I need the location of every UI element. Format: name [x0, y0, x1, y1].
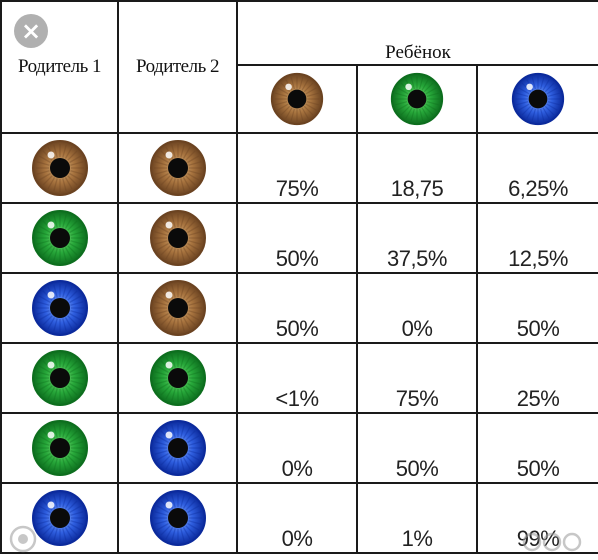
close-icon: × [20, 17, 42, 45]
table-row: 50% 0% 50% [0, 272, 598, 344]
parent-2-eye-cell [117, 272, 238, 344]
blue-eye-icon [510, 71, 566, 127]
watermark-icon-left [9, 525, 37, 553]
blue-eye-icon [30, 278, 90, 338]
header-parent-2: Родитель 2 [117, 0, 238, 134]
parent-1-eye-cell [0, 202, 119, 274]
child-col-green [356, 64, 478, 134]
table-row: 0% 1% 99% [0, 482, 598, 554]
parent-2-eye-cell [117, 342, 238, 414]
probability-cell: 0% [356, 272, 478, 344]
parent-1-eye-cell [0, 132, 119, 204]
probability-cell: 1% [356, 482, 478, 554]
blue-eye-icon [30, 488, 90, 548]
probability-cell: 0% [236, 482, 358, 554]
probability-cell: 18,75 [356, 132, 478, 204]
table-row: 75% 18,75 6,25% [0, 132, 598, 204]
brown-eye-icon [148, 138, 208, 198]
brown-eye-icon [269, 71, 325, 127]
table-row: <1% 75% 25% [0, 342, 598, 414]
probability-cell: 50% [475, 272, 598, 344]
table-row: 50% 37,5% 12,5% [0, 202, 598, 274]
green-eye-icon [30, 348, 90, 408]
probability-cell: 50% [475, 412, 598, 484]
child-eye-header-row [1, 64, 598, 134]
blue-eye-icon [148, 488, 208, 548]
probability-cell: 99% [475, 482, 598, 554]
probability-cell: 6,25% [475, 132, 598, 204]
green-eye-icon [389, 71, 445, 127]
parent-2-eye-cell [117, 412, 238, 484]
child-col-brown [236, 64, 358, 134]
close-button[interactable]: × [14, 14, 48, 48]
blue-eye-icon [148, 418, 208, 478]
header-child: Ребёнок [235, 0, 598, 66]
probability-cell: 75% [356, 342, 478, 414]
green-eye-icon [30, 208, 90, 268]
header-row: Родитель 1 Родитель 2 Ребёнок [0, 0, 598, 134]
brown-eye-icon [30, 138, 90, 198]
probability-cell: 25% [475, 342, 598, 414]
probability-cell: 50% [356, 412, 478, 484]
parent-1-eye-cell [0, 272, 119, 344]
brown-eye-icon [148, 208, 208, 268]
green-eye-icon [148, 348, 208, 408]
parent-1-eye-cell [0, 342, 119, 414]
table-body: 75% 18,75 6,25% 50% 37,5% 12,5% 50% 0% 50% <1% 75%… [0, 132, 598, 554]
header-parent-1: Родитель 1 [0, 0, 119, 134]
table-row: 0% 50% 50% [0, 412, 598, 484]
child-col-blue [475, 64, 598, 134]
probability-cell: <1% [236, 342, 358, 414]
parent-2-eye-cell [117, 482, 238, 554]
parent-2-eye-cell [117, 132, 238, 204]
parent-2-eye-cell [117, 202, 238, 274]
probability-cell: 12,5% [475, 202, 598, 274]
probability-cell: 0% [236, 412, 358, 484]
brown-eye-icon [148, 278, 208, 338]
probability-cell: 75% [236, 132, 358, 204]
watermark-logo-right [522, 532, 582, 552]
probability-cell: 37,5% [356, 202, 478, 274]
probability-cell: 50% [236, 202, 358, 274]
probability-cell: 50% [236, 272, 358, 344]
green-eye-icon [30, 418, 90, 478]
parent-1-eye-cell [0, 412, 119, 484]
